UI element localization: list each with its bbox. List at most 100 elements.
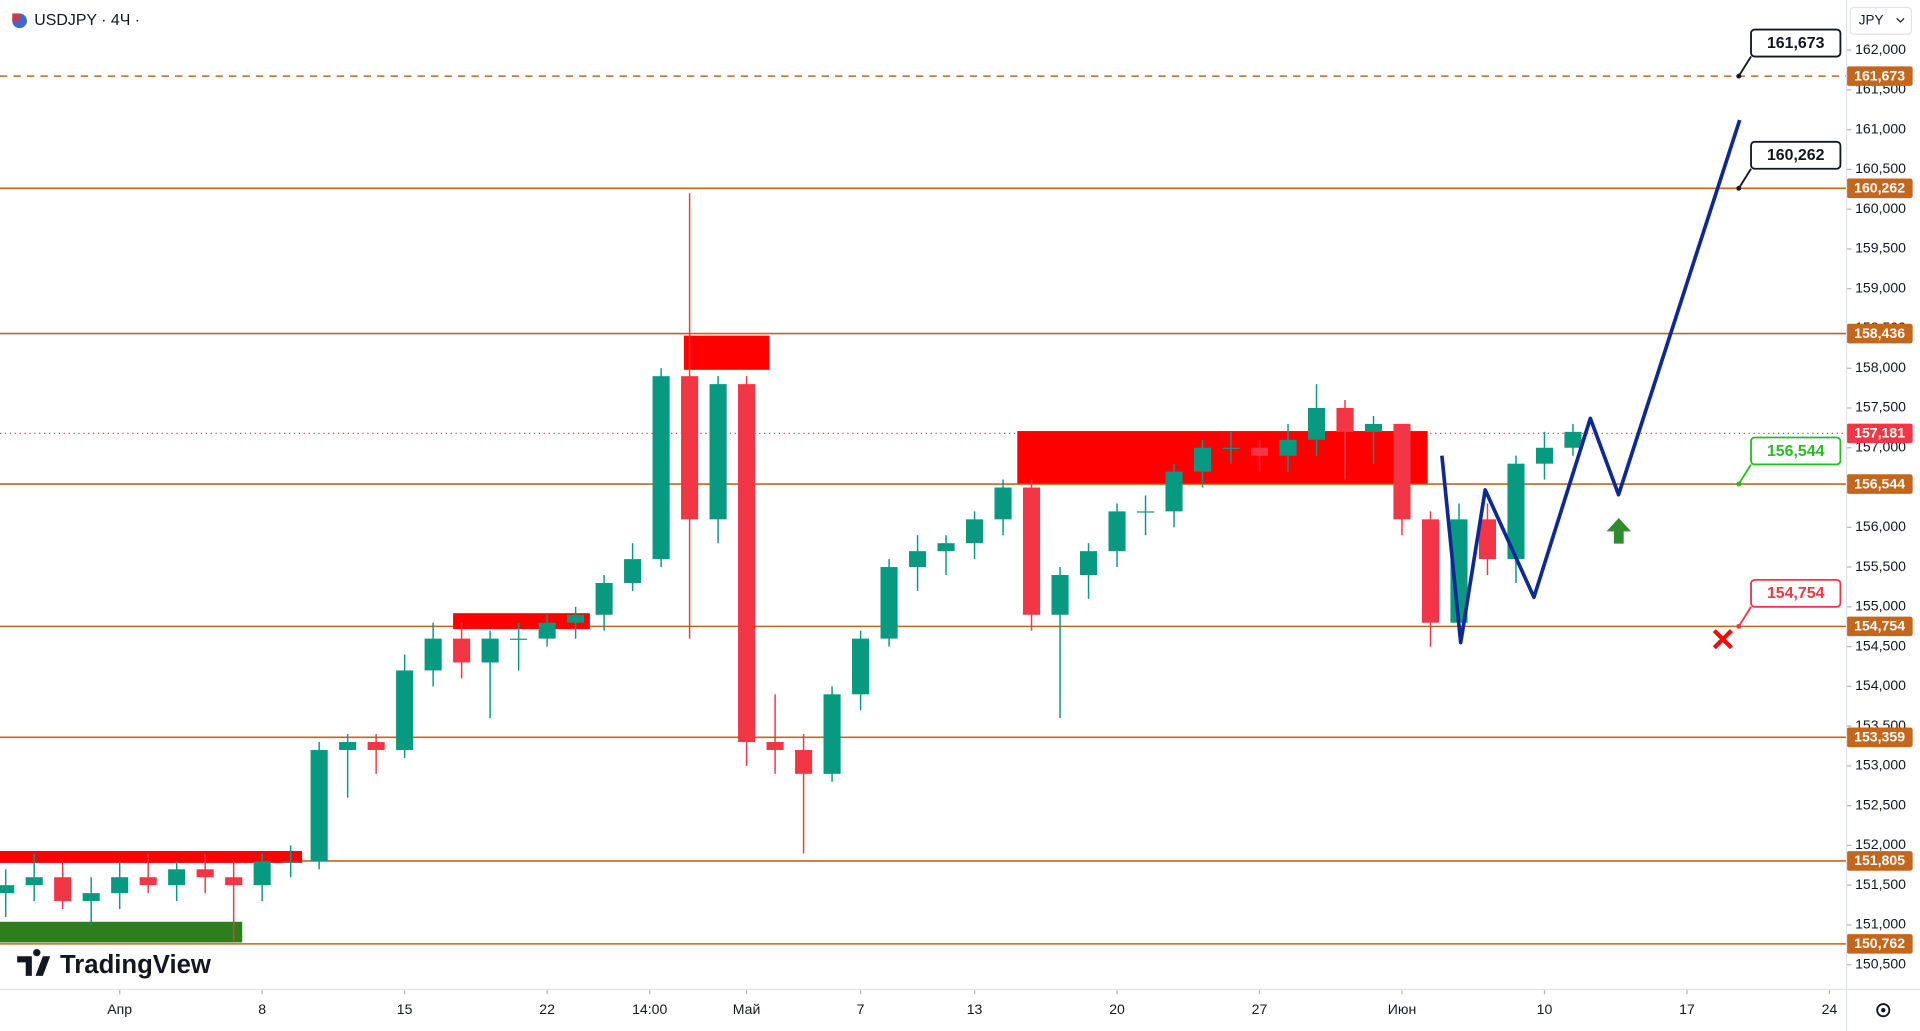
level-price-label: 160,262 bbox=[1854, 180, 1905, 196]
y-tick-label: 154,000 bbox=[1855, 677, 1906, 693]
candle-body bbox=[538, 622, 556, 639]
candle-body bbox=[225, 877, 243, 886]
candle-body bbox=[339, 742, 357, 750]
candle-body bbox=[0, 885, 15, 894]
logo-icon bbox=[17, 948, 51, 976]
candle-body bbox=[567, 614, 585, 623]
level-price-tag bbox=[1846, 178, 1913, 199]
candle-body bbox=[282, 861, 300, 863]
level-price-label: 158,436 bbox=[1854, 325, 1905, 341]
last-price-tag bbox=[1846, 423, 1913, 444]
callout-label: 156,544 bbox=[1767, 443, 1825, 460]
callout-box bbox=[1750, 28, 1842, 58]
candle-body bbox=[1079, 551, 1098, 576]
callout-label: 160,262 bbox=[1767, 147, 1825, 164]
y-tick-label: 151,500 bbox=[1855, 876, 1906, 892]
y-tick-label: 155,000 bbox=[1855, 598, 1906, 614]
level-price-tag bbox=[1846, 323, 1913, 344]
x-tick-label: 14:00 bbox=[632, 1001, 667, 1017]
y-tick-label: 153,000 bbox=[1855, 757, 1906, 773]
candle-body bbox=[510, 638, 528, 640]
candle-body bbox=[253, 861, 271, 886]
level-price-label: 154,754 bbox=[1854, 618, 1905, 634]
y-tick-label: 158,000 bbox=[1855, 359, 1906, 375]
dropdown-arrow bbox=[1896, 17, 1905, 23]
settings-icon[interactable] bbox=[1876, 1003, 1891, 1018]
candle-body bbox=[1507, 463, 1525, 560]
candle-body bbox=[823, 694, 841, 774]
x-tick-label: 7 bbox=[857, 1001, 865, 1017]
level-price-label: 156,544 bbox=[1854, 475, 1905, 491]
y-tick-label: 155,500 bbox=[1855, 558, 1906, 574]
candle-body bbox=[1051, 575, 1069, 615]
stop-cross-marker bbox=[1712, 629, 1733, 650]
level-price-label: 151,805 bbox=[1854, 852, 1905, 868]
candle-body bbox=[681, 376, 699, 520]
x-tick-label: Июн bbox=[1388, 1001, 1416, 1017]
y-tick-label: 152,500 bbox=[1855, 796, 1906, 812]
zone bbox=[1017, 431, 1428, 484]
candle-body bbox=[595, 582, 613, 615]
zone bbox=[0, 921, 243, 943]
level-price-tag bbox=[1846, 474, 1913, 494]
candle-body bbox=[1393, 423, 1411, 520]
candle-body bbox=[738, 384, 756, 743]
candle-body bbox=[1222, 447, 1240, 449]
candle-body bbox=[795, 749, 813, 774]
x-tick-label: 27 bbox=[1252, 1001, 1268, 1017]
y-tick-label: 150,500 bbox=[1855, 955, 1906, 971]
candle-body bbox=[994, 487, 1012, 520]
currency-button[interactable] bbox=[1849, 6, 1913, 35]
candle-body bbox=[424, 638, 442, 671]
level-price-tag bbox=[1846, 66, 1913, 86]
y-tick-label: 152,000 bbox=[1855, 836, 1906, 852]
candle-body bbox=[1193, 447, 1212, 472]
level-price-label: 153,359 bbox=[1854, 729, 1905, 745]
level-price-tag bbox=[1846, 851, 1913, 871]
x-tick-label: Май bbox=[733, 1001, 761, 1017]
callout-connector bbox=[1737, 168, 1752, 189]
logo-text[interactable]: TradingView bbox=[60, 951, 212, 979]
candle-body bbox=[1023, 487, 1041, 615]
level-price-tag bbox=[1846, 934, 1913, 954]
y-tick-label: 154,500 bbox=[1855, 637, 1906, 653]
candle-body bbox=[766, 742, 784, 750]
candle-body bbox=[1250, 447, 1269, 456]
callout-dot bbox=[1736, 185, 1742, 191]
settings-icon bbox=[1881, 1007, 1886, 1013]
x-tick-label: 22 bbox=[539, 1001, 555, 1017]
level-price-label: 161,673 bbox=[1854, 67, 1905, 83]
level-price-tag bbox=[1846, 727, 1913, 748]
currency-label[interactable]: JPY bbox=[1859, 12, 1884, 27]
candle-body bbox=[624, 559, 642, 583]
last-price-label: 157,181 bbox=[1854, 425, 1905, 441]
candle-body bbox=[1478, 519, 1497, 560]
candle-body bbox=[1535, 447, 1554, 464]
up-arrow-marker bbox=[1606, 517, 1632, 544]
y-tick-label: 160,000 bbox=[1855, 200, 1906, 216]
x-tick-label: Апр bbox=[107, 1001, 132, 1017]
candle-body bbox=[937, 543, 955, 552]
x-tick-label: 8 bbox=[258, 1001, 266, 1017]
forecast-path bbox=[1440, 119, 1742, 645]
candle-body bbox=[1421, 519, 1440, 623]
zone bbox=[683, 335, 770, 370]
level-price-label: 150,762 bbox=[1854, 935, 1905, 951]
flag-icon bbox=[12, 13, 20, 21]
y-tick-label: 159,000 bbox=[1855, 279, 1906, 295]
candle-body bbox=[880, 567, 898, 639]
x-tick-label: 24 bbox=[1822, 1001, 1838, 1017]
symbol-title[interactable]: USDJPY · 4Ч · bbox=[34, 12, 140, 29]
callout-label: 154,754 bbox=[1767, 585, 1825, 602]
candle-body bbox=[1279, 439, 1297, 456]
callout-label: 161,673 bbox=[1767, 35, 1825, 52]
candle-body bbox=[82, 893, 100, 902]
callout-box bbox=[1750, 578, 1842, 608]
callout-dot bbox=[1736, 481, 1742, 487]
callout-connector bbox=[1737, 56, 1752, 77]
candle-body bbox=[196, 869, 214, 878]
candle-body bbox=[367, 742, 385, 750]
